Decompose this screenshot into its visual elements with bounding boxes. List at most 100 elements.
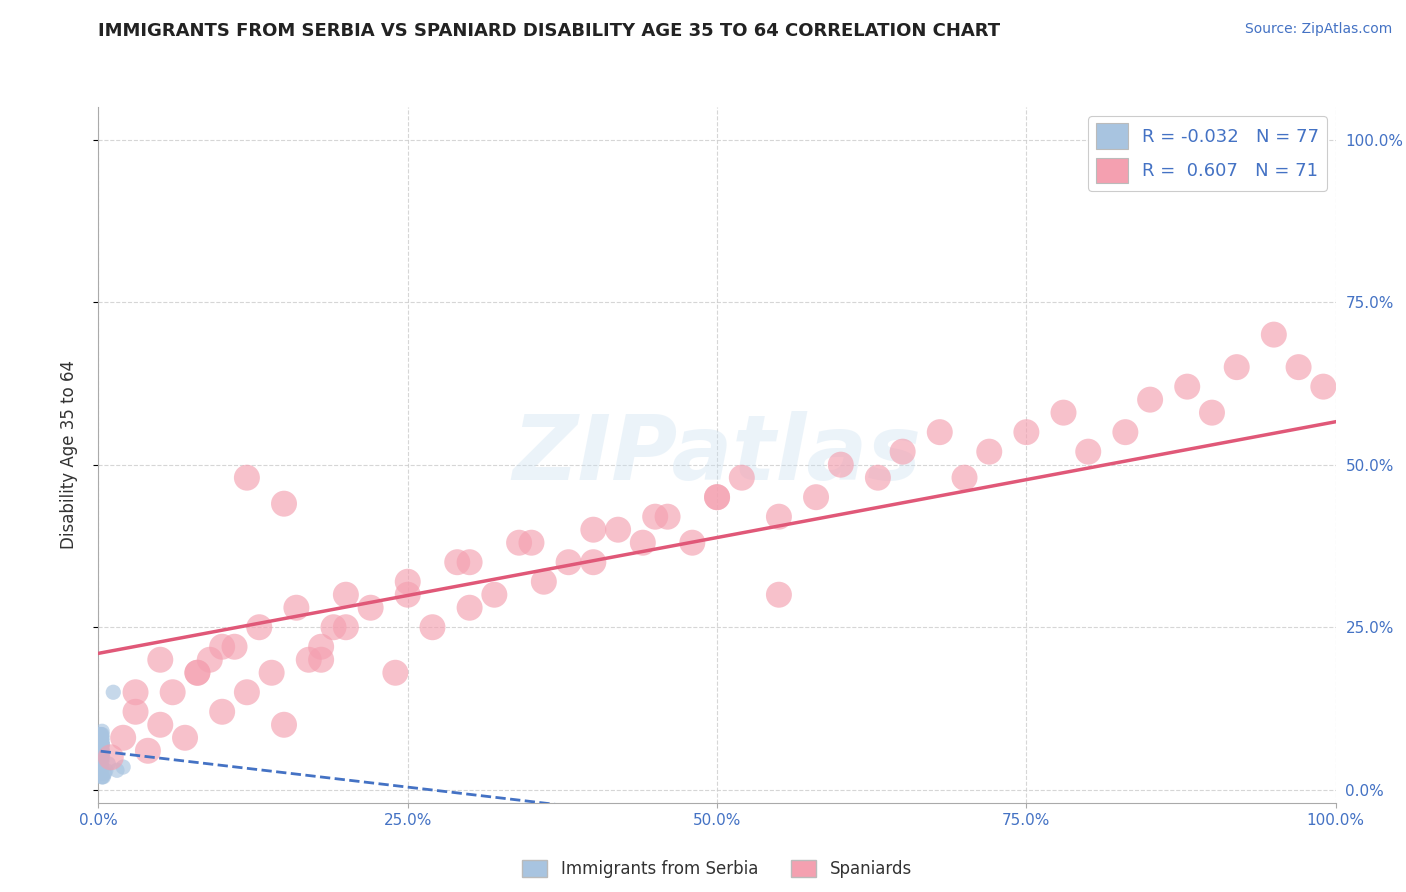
Point	[90, 754, 112, 768]
Point	[508, 535, 530, 549]
Point	[631, 535, 654, 549]
Point	[112, 760, 135, 774]
Point	[309, 653, 332, 667]
Point	[90, 760, 112, 774]
Point	[91, 740, 114, 755]
Point	[582, 523, 605, 537]
Point	[90, 747, 112, 761]
Point	[384, 665, 406, 680]
Point	[89, 744, 111, 758]
Point	[90, 766, 112, 780]
Point	[731, 471, 754, 485]
Point	[90, 754, 112, 768]
Text: IMMIGRANTS FROM SERBIA VS SPANIARD DISABILITY AGE 35 TO 64 CORRELATION CHART: IMMIGRANTS FROM SERBIA VS SPANIARD DISAB…	[98, 22, 1001, 40]
Point	[91, 734, 114, 748]
Point	[89, 750, 111, 764]
Point	[91, 747, 114, 761]
Point	[89, 740, 111, 755]
Point	[91, 737, 114, 751]
Point	[103, 685, 125, 699]
Point	[891, 444, 914, 458]
Point	[1052, 406, 1074, 420]
Point	[89, 737, 111, 751]
Point	[298, 653, 321, 667]
Point	[89, 737, 111, 751]
Point	[90, 731, 112, 745]
Point	[90, 750, 112, 764]
Point	[396, 588, 419, 602]
Point	[89, 727, 111, 741]
Point	[91, 754, 114, 768]
Point	[335, 588, 357, 602]
Point	[91, 724, 114, 739]
Point	[309, 640, 332, 654]
Point	[94, 764, 117, 778]
Point	[1312, 379, 1334, 393]
Point	[90, 734, 112, 748]
Point	[91, 747, 114, 761]
Point	[90, 740, 112, 755]
Y-axis label: Disability Age 35 to 64: Disability Age 35 to 64	[59, 360, 77, 549]
Point	[1263, 327, 1285, 342]
Point	[236, 685, 259, 699]
Point	[91, 727, 114, 741]
Point	[91, 737, 114, 751]
Point	[136, 744, 159, 758]
Point	[90, 747, 112, 761]
Point	[657, 509, 679, 524]
Point	[90, 744, 112, 758]
Point	[89, 744, 111, 758]
Point	[89, 740, 111, 755]
Point	[90, 731, 112, 745]
Point	[149, 653, 172, 667]
Point	[422, 620, 444, 634]
Point	[162, 685, 184, 699]
Point	[89, 737, 111, 751]
Point	[335, 620, 357, 634]
Point	[322, 620, 344, 634]
Point	[706, 490, 728, 504]
Point	[186, 665, 208, 680]
Point	[91, 747, 114, 761]
Point	[186, 665, 208, 680]
Point	[90, 740, 112, 755]
Point	[105, 764, 128, 778]
Point	[149, 718, 172, 732]
Point	[285, 600, 308, 615]
Point	[91, 750, 114, 764]
Point	[91, 770, 114, 784]
Point	[100, 750, 122, 764]
Point	[97, 756, 120, 771]
Point	[90, 740, 112, 755]
Point	[90, 764, 112, 778]
Point	[1015, 425, 1038, 439]
Point	[260, 665, 283, 680]
Point	[89, 766, 111, 780]
Point	[1114, 425, 1136, 439]
Point	[582, 555, 605, 569]
Point	[90, 737, 112, 751]
Point	[360, 600, 382, 615]
Point	[236, 471, 259, 485]
Point	[446, 555, 468, 569]
Point	[90, 747, 112, 761]
Point	[273, 497, 295, 511]
Point	[224, 640, 246, 654]
Point	[979, 444, 1001, 458]
Point	[768, 588, 790, 602]
Point	[557, 555, 579, 569]
Point	[174, 731, 197, 745]
Point	[91, 737, 114, 751]
Point	[89, 731, 111, 745]
Point	[90, 744, 112, 758]
Point	[124, 685, 146, 699]
Point	[91, 770, 114, 784]
Point	[91, 760, 114, 774]
Point	[1175, 379, 1198, 393]
Point	[89, 740, 111, 755]
Point	[89, 756, 111, 771]
Point	[198, 653, 221, 667]
Point	[681, 535, 703, 549]
Point	[247, 620, 270, 634]
Point	[607, 523, 630, 537]
